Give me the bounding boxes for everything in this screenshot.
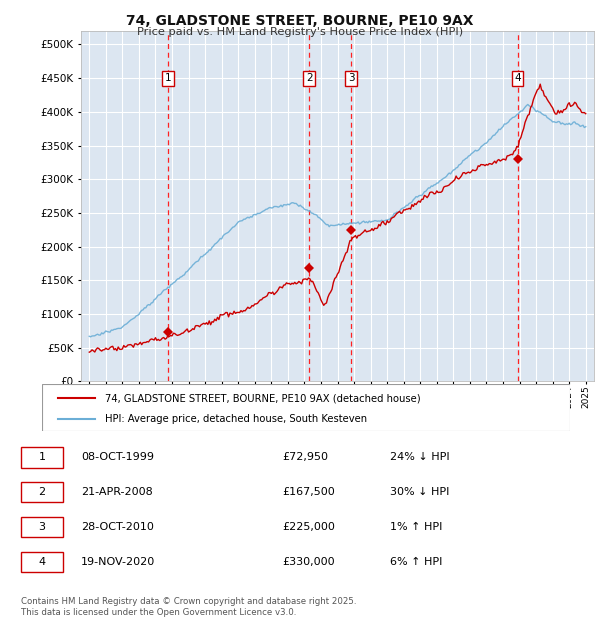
Text: 28-OCT-2010: 28-OCT-2010 xyxy=(81,522,154,532)
Text: 6% ↑ HPI: 6% ↑ HPI xyxy=(390,557,442,567)
FancyBboxPatch shape xyxy=(21,517,63,538)
Text: HPI: Average price, detached house, South Kesteven: HPI: Average price, detached house, Sout… xyxy=(106,414,367,424)
Text: 3: 3 xyxy=(348,73,355,83)
Text: 30% ↓ HPI: 30% ↓ HPI xyxy=(390,487,449,497)
Text: £225,000: £225,000 xyxy=(282,522,335,532)
Text: 1: 1 xyxy=(38,453,46,463)
FancyBboxPatch shape xyxy=(21,482,63,502)
Text: 2: 2 xyxy=(38,487,46,497)
Text: Price paid vs. HM Land Registry's House Price Index (HPI): Price paid vs. HM Land Registry's House … xyxy=(137,27,463,37)
FancyBboxPatch shape xyxy=(42,384,570,431)
Text: 1% ↑ HPI: 1% ↑ HPI xyxy=(390,522,442,532)
Text: 74, GLADSTONE STREET, BOURNE, PE10 9AX: 74, GLADSTONE STREET, BOURNE, PE10 9AX xyxy=(126,14,474,28)
Text: 1: 1 xyxy=(165,73,172,83)
Text: Contains HM Land Registry data © Crown copyright and database right 2025.
This d: Contains HM Land Registry data © Crown c… xyxy=(21,598,356,617)
Text: 3: 3 xyxy=(38,522,46,532)
FancyBboxPatch shape xyxy=(21,552,63,572)
Text: 4: 4 xyxy=(514,73,521,83)
FancyBboxPatch shape xyxy=(21,447,63,467)
Text: 08-OCT-1999: 08-OCT-1999 xyxy=(81,453,154,463)
Text: 4: 4 xyxy=(38,557,46,567)
Text: £167,500: £167,500 xyxy=(282,487,335,497)
Text: 2: 2 xyxy=(306,73,313,83)
Text: 74, GLADSTONE STREET, BOURNE, PE10 9AX (detached house): 74, GLADSTONE STREET, BOURNE, PE10 9AX (… xyxy=(106,393,421,404)
Text: 19-NOV-2020: 19-NOV-2020 xyxy=(81,557,155,567)
Text: £330,000: £330,000 xyxy=(282,557,335,567)
Text: £72,950: £72,950 xyxy=(282,453,328,463)
Text: 21-APR-2008: 21-APR-2008 xyxy=(81,487,153,497)
Text: 24% ↓ HPI: 24% ↓ HPI xyxy=(390,453,449,463)
